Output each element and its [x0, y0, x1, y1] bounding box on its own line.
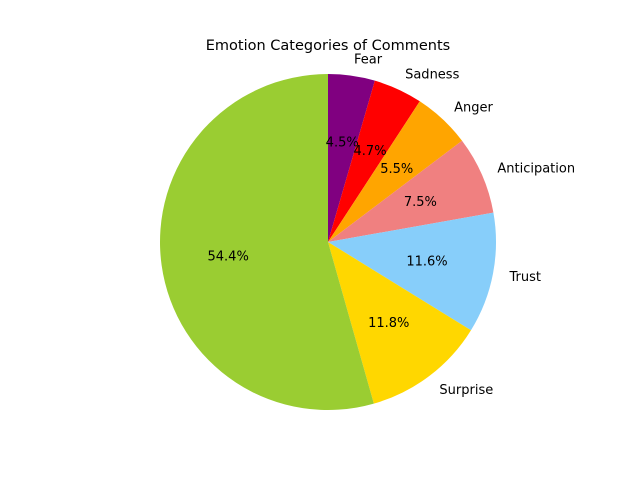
pie-category-label: Anticipation	[497, 162, 575, 177]
pie-slice	[328, 74, 375, 242]
pie-category-label: Fear	[354, 53, 383, 68]
pie-value-label: 4.7%	[354, 144, 387, 159]
pie-slices	[159, 74, 496, 410]
pie-category-label: Anger	[454, 100, 493, 115]
pie-value-label: 4.5%	[326, 136, 359, 151]
pie-value-label: 7.5%	[404, 195, 437, 210]
pie-value-label: 5.5%	[380, 162, 413, 177]
pie-category-label: Surprise	[439, 383, 493, 398]
pie-labels: 4.5% Fear 4.7% Sadness 5.5% Anger 7.5% Anticipa…	[208, 53, 576, 398]
chart-title: Emotion Categories of Comments	[206, 38, 451, 54]
pie-slice	[159, 74, 374, 410]
pie-slice	[328, 80, 420, 243]
pie-value-label: 11.8%	[368, 316, 409, 331]
pie-slice	[328, 212, 496, 331]
pie-value-label: 11.6%	[406, 254, 447, 269]
pie-category-label: Sadness	[405, 68, 459, 83]
pie-slice	[328, 140, 494, 242]
pie-slice	[328, 101, 463, 242]
pie-value-label: 54.4%	[208, 249, 249, 264]
pie-slice	[328, 242, 471, 404]
pie-category-label: Trust	[509, 270, 541, 285]
